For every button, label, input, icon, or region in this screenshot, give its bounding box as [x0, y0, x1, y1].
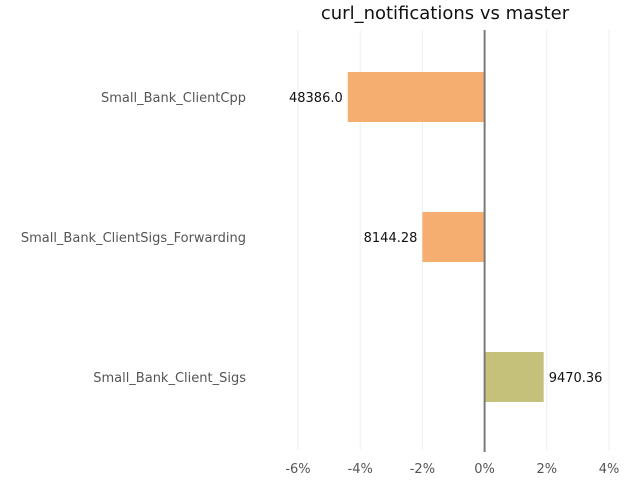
- data-label: 48386.0: [289, 91, 343, 106]
- category-labels: Small_Bank_ClientCpp Small_Bank_ClientSig…: [21, 91, 246, 386]
- x-tick-label: -2%: [410, 462, 435, 477]
- x-tick-label: -6%: [285, 462, 310, 477]
- x-tick-label: 4%: [599, 462, 620, 477]
- bars: [347, 72, 544, 402]
- bar: [484, 352, 544, 402]
- data-labels: 48386.0 8144.28 9470.36: [289, 91, 602, 386]
- category-label: Small_Bank_ClientCpp: [101, 91, 246, 106]
- x-tick-labels: -6% -4% -2% 0% 2% 4%: [285, 462, 619, 477]
- chart-title: curl_notifications vs master: [321, 3, 570, 24]
- bar: [347, 72, 485, 122]
- category-label: Small_Bank_Client_Sigs: [93, 371, 246, 386]
- data-label: 8144.28: [364, 231, 418, 246]
- bar: [422, 212, 485, 262]
- x-tick-label: 0%: [474, 462, 495, 477]
- x-tick-label: -4%: [348, 462, 373, 477]
- category-label: Small_Bank_ClientSigs_Forwarding: [21, 231, 246, 246]
- x-tick-label: 2%: [536, 462, 557, 477]
- data-label: 9470.36: [549, 371, 603, 386]
